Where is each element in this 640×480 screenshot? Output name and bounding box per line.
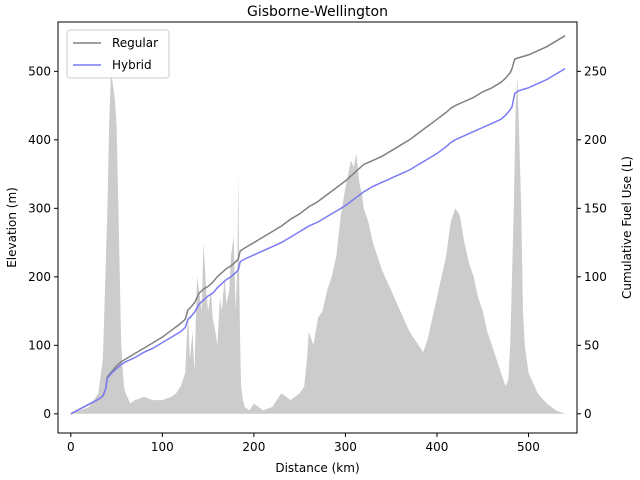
y-left-tick-label: 300: [28, 201, 51, 215]
plot-frame: [57, 21, 578, 434]
y-left-tick-label: 200: [28, 270, 51, 284]
series-line-regular: [70, 35, 566, 415]
series-line-hybrid: [70, 67, 566, 415]
y-right-tick-label: 200: [584, 133, 607, 147]
elevation-area: [70, 71, 566, 414]
y-right-tick-label: 250: [584, 64, 607, 78]
x-tick-label: 200: [242, 440, 265, 454]
x-tick-label: 100: [151, 440, 174, 454]
y-right-tick-label: 50: [584, 338, 599, 352]
x-axis-label: Distance (km): [275, 461, 359, 475]
y-left-tick-label: 100: [28, 338, 51, 352]
y-axis-right-label: Cumulative Fuel Use (L): [620, 156, 634, 299]
y-left-tick-label: 0: [43, 407, 51, 421]
legend-label-regular: Regular: [112, 36, 158, 50]
x-tick-label: 500: [517, 440, 540, 454]
y-left-tick-label: 400: [28, 133, 51, 147]
x-tick-label: 400: [425, 440, 448, 454]
y-right-tick-label: 0: [584, 407, 592, 421]
y-left-tick-label: 500: [28, 64, 51, 78]
legend: Regular Hybrid: [66, 29, 170, 79]
y-right-tick-label: 150: [584, 201, 607, 215]
x-tick-label: 300: [334, 440, 357, 454]
x-tick-label: 0: [67, 440, 75, 454]
legend-label-hybrid: Hybrid: [112, 58, 152, 72]
y-right-tick-label: 100: [584, 270, 607, 284]
chart-title: Gisborne-Wellington: [247, 4, 388, 20]
y-axis-left-label: Elevation (m): [5, 187, 19, 268]
legend-box: [66, 29, 170, 79]
